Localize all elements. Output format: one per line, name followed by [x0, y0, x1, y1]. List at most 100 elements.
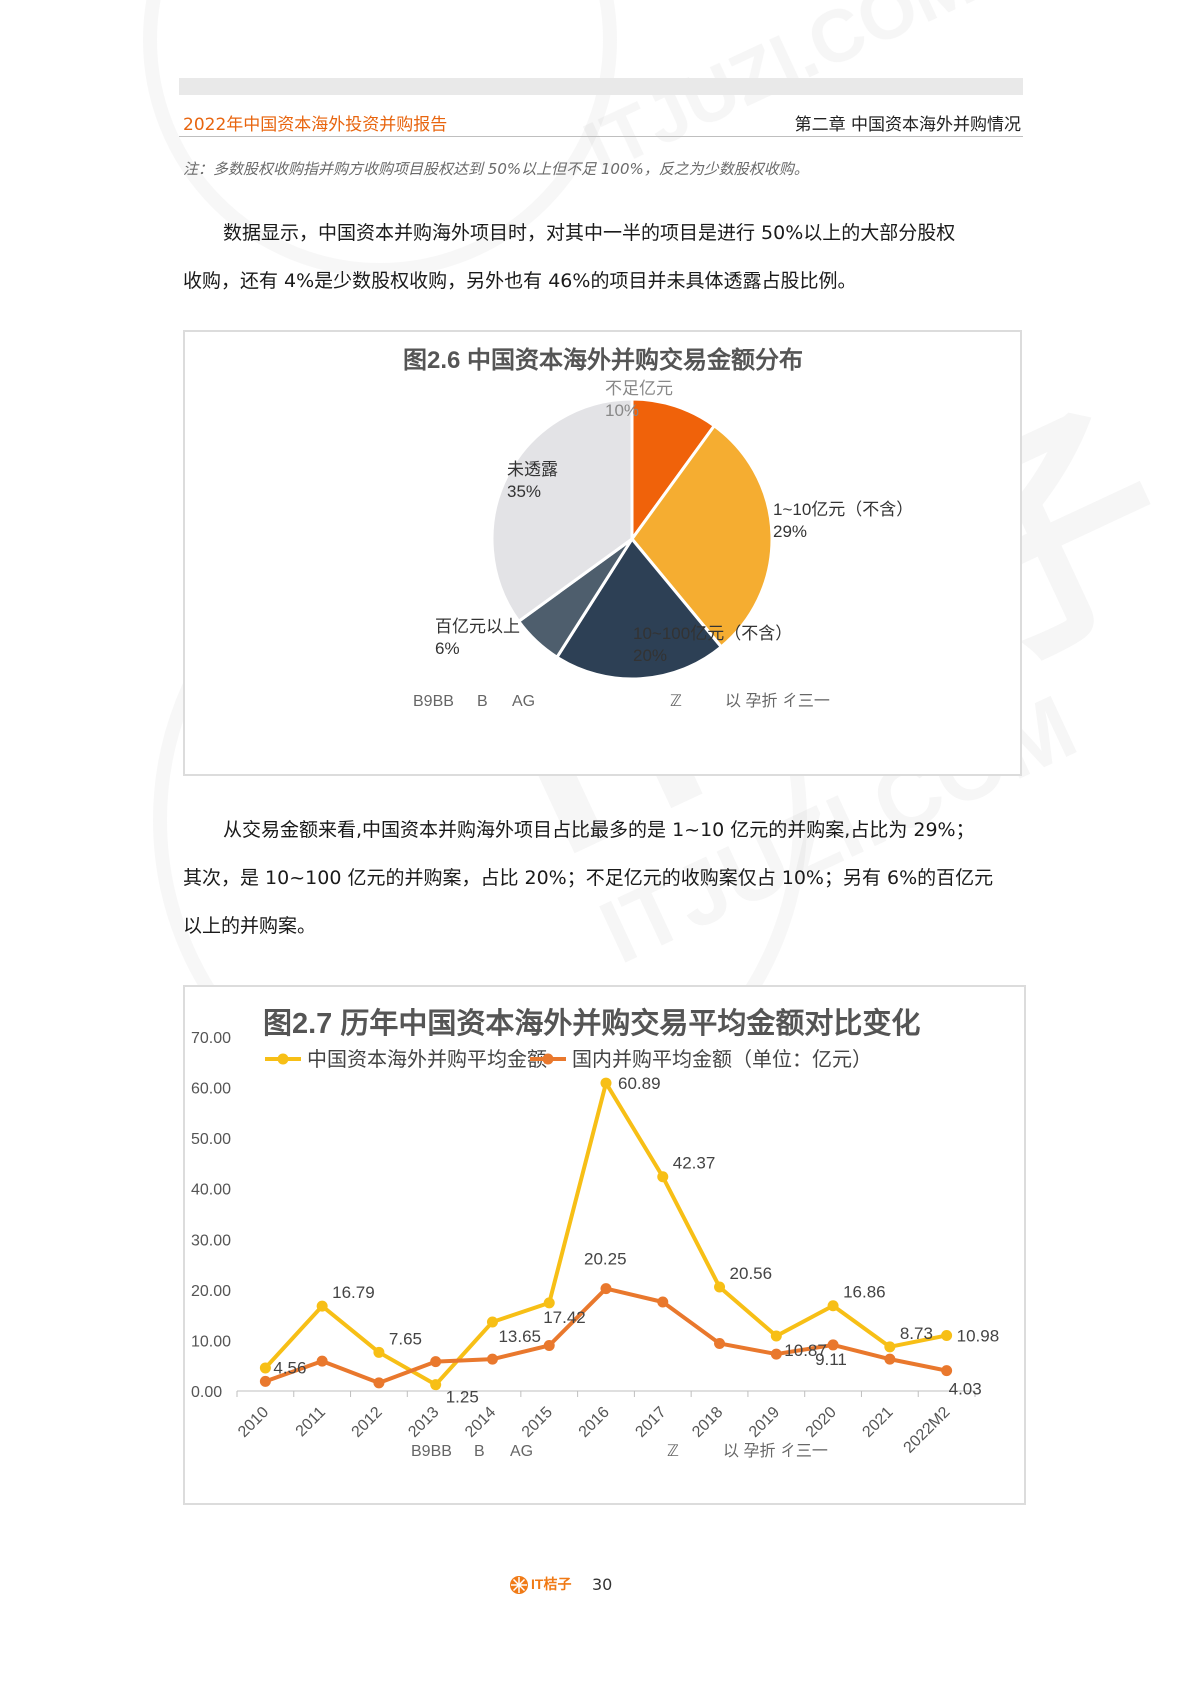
- data-point: [259, 1362, 271, 1374]
- data-label: 17.42: [543, 1308, 586, 1327]
- data-point: [941, 1329, 953, 1341]
- pie-slice-label: 1~10亿元（不含）: [773, 500, 913, 519]
- pie-slice: [630, 397, 717, 544]
- pie-chart: 图2.6 中国资本海外并购交易金额分布 不足亿元 10% 1~10亿元（不含） 29%…: [403, 346, 913, 710]
- data-label: 16.86: [843, 1283, 886, 1302]
- y-tick-label: 30.00: [191, 1232, 231, 1249]
- pie-slice-label: 百亿元以上: [435, 617, 520, 636]
- chart-source-text: 以 孕折 ㄔ三一: [723, 1442, 828, 1460]
- pie-slice: [490, 397, 634, 624]
- pie-slice-percent: 20%: [633, 646, 667, 665]
- line-chart-box: 图2.7 历年中国资本海外并购交易平均金额对比变化 中国资本海外并购平均金额 国内…: [183, 985, 1026, 1505]
- data-label: 20.25: [584, 1250, 627, 1269]
- y-tick-label: 10.00: [191, 1333, 231, 1350]
- data-point: [600, 1283, 612, 1295]
- y-tick-label: 0.00: [191, 1384, 222, 1401]
- x-tick-label: 2012: [349, 1404, 386, 1441]
- data-point: [486, 1353, 498, 1365]
- data-point: [657, 1171, 669, 1183]
- chart-source-text: B9BB: [413, 693, 454, 710]
- x-tick-label: 2014: [462, 1404, 499, 1441]
- paragraph-equity: 数据显示，中国资本并购海外项目时，对其中一半的项目是进行 50%以上的大部分股权…: [183, 209, 1023, 305]
- y-tick-label: 70.00: [191, 1030, 231, 1047]
- legend-label: 国内并购平均金额（单位：亿元）: [572, 1048, 872, 1071]
- data-label: 8.73: [900, 1324, 933, 1343]
- x-tick-label: 2017: [632, 1404, 669, 1441]
- pie-chart-box: 图2.6 中国资本海外并购交易金额分布 不足亿元 10% 1~10亿元（不含） 29%…: [183, 330, 1022, 776]
- paragraph-line: 其次，是 10~100 亿元的并购案，占比 20%；不足亿元的收购案仅占 10%…: [183, 867, 994, 889]
- chart-source-text: B: [477, 693, 488, 710]
- chapter-title: 第二章 中国资本海外并购情况: [794, 115, 1021, 135]
- data-point: [543, 1339, 555, 1351]
- x-tick-label: 2013: [405, 1404, 442, 1441]
- chart-title: 图2.6 中国资本海外并购交易金额分布: [403, 346, 803, 374]
- chart-source-text: AG: [510, 1443, 533, 1460]
- x-tick-label: 2019: [746, 1404, 783, 1441]
- paragraph-line: 从交易金额来看,中国资本并购海外项目占比最多的是 1~10 亿元的并购案,占比为…: [223, 819, 975, 841]
- series-line: [263, 1081, 948, 1387]
- x-tick-label: 2020: [803, 1404, 840, 1441]
- data-point: [600, 1077, 612, 1089]
- data-label: 60.89: [618, 1074, 661, 1093]
- chart-title: 图2.7 历年中国资本海外并购交易平均金额对比变化: [263, 1006, 920, 1040]
- data-label: 10.87: [784, 1341, 827, 1360]
- data-point: [770, 1330, 782, 1342]
- legend-marker: [277, 1053, 289, 1065]
- y-tick-label: 60.00: [191, 1081, 231, 1098]
- data-label: 13.65: [498, 1327, 541, 1346]
- chart-source-text: B9BB: [411, 1443, 452, 1460]
- paragraph-amount: 从交易金额来看,中国资本并购海外项目占比最多的是 1~10 亿元的并购案,占比为…: [183, 806, 1023, 950]
- data-label: 4.56: [273, 1358, 306, 1377]
- header-bar: [179, 78, 1023, 95]
- chart-source-text: AG: [512, 693, 535, 710]
- data-point: [657, 1296, 669, 1308]
- pie-slice-percent: 10%: [605, 401, 639, 420]
- x-tick-label: 2018: [689, 1404, 726, 1441]
- data-label: 1.25: [446, 1388, 479, 1407]
- data-point: [316, 1300, 328, 1312]
- chart-source-text: B: [474, 1443, 485, 1460]
- x-tick-label: 2015: [519, 1404, 556, 1441]
- data-point: [373, 1377, 385, 1389]
- data-label: 16.79: [332, 1283, 375, 1302]
- pie-slice-percent: 6%: [435, 639, 460, 658]
- data-point: [373, 1346, 385, 1358]
- x-tick-label: 2016: [576, 1404, 613, 1441]
- chart-source-text: ℤ: [670, 693, 682, 710]
- pie-slice-label: 不足亿元: [605, 379, 673, 398]
- data-point: [259, 1375, 271, 1387]
- paragraph-line: 数据显示，中国资本并购海外项目时，对其中一半的项目是进行 50%以上的大部分股权: [223, 222, 956, 244]
- pie-slice-label: 10~100亿元（不含）: [633, 624, 792, 643]
- footnote: 注：多数股权收购指并购方收购项目股权达到 50%以上但不足 100%，反之为少数…: [183, 160, 809, 178]
- data-point: [430, 1379, 442, 1391]
- paragraph-line: 收购，还有 4%是少数股权收购，另外也有 46%的项目并未具体透露占股比例。: [183, 270, 857, 292]
- data-point: [316, 1355, 328, 1367]
- header-divider: [179, 136, 1023, 137]
- y-tick-label: 20.00: [191, 1283, 231, 1300]
- x-tick-label: 2011: [293, 1404, 329, 1440]
- x-tick-label: 2022M2: [901, 1404, 954, 1457]
- chart-source-text: 以 孕折 ㄔ三一: [725, 692, 830, 710]
- legend-label: 中国资本海外并购平均金额: [307, 1048, 547, 1071]
- line-chart: 图2.7 历年中国资本海外并购交易平均金额对比变化 中国资本海外并购平均金额 国内…: [191, 1006, 1000, 1460]
- legend-marker: [542, 1053, 554, 1065]
- data-label: 10.98: [957, 1326, 1000, 1345]
- y-tick-label: 50.00: [191, 1131, 231, 1148]
- pie-slice: [630, 423, 774, 649]
- data-label: 7.65: [389, 1329, 422, 1348]
- data-label: 42.37: [673, 1154, 716, 1173]
- pie-slice: [554, 536, 724, 681]
- data-label: 4.03: [949, 1380, 982, 1399]
- chart-source-text: ℤ: [667, 1443, 679, 1460]
- data-point: [884, 1341, 896, 1353]
- y-tick-label: 40.00: [191, 1182, 231, 1199]
- data-point: [543, 1297, 555, 1309]
- data-point: [714, 1281, 726, 1293]
- data-point: [430, 1356, 442, 1368]
- data-label: 9.11: [815, 1350, 847, 1369]
- x-tick-label: 2021: [859, 1404, 896, 1441]
- svg-text:IT桔子: IT桔子: [531, 1576, 571, 1592]
- page-number: 30: [592, 1575, 613, 1594]
- data-point: [884, 1353, 896, 1365]
- data-point: [827, 1300, 839, 1312]
